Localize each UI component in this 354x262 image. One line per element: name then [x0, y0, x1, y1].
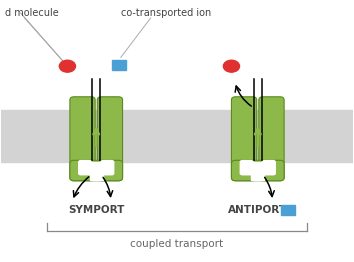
FancyBboxPatch shape — [101, 160, 114, 176]
FancyBboxPatch shape — [70, 97, 95, 181]
Text: ANTIPORT: ANTIPORT — [228, 205, 287, 215]
Text: coupled transport: coupled transport — [130, 239, 224, 249]
Bar — [281, 205, 295, 215]
FancyBboxPatch shape — [97, 97, 122, 181]
Circle shape — [59, 60, 75, 72]
FancyBboxPatch shape — [70, 160, 122, 181]
FancyBboxPatch shape — [240, 160, 253, 176]
FancyBboxPatch shape — [78, 160, 92, 176]
FancyBboxPatch shape — [232, 160, 284, 181]
Bar — [1, 110, 353, 162]
FancyBboxPatch shape — [262, 160, 276, 176]
FancyBboxPatch shape — [259, 97, 284, 181]
Bar — [251, 162, 264, 180]
Text: d molecule: d molecule — [5, 8, 59, 18]
FancyBboxPatch shape — [232, 97, 257, 181]
Text: co-transported ion: co-transported ion — [121, 8, 211, 18]
Text: SYMPORT: SYMPORT — [68, 205, 124, 215]
Circle shape — [223, 60, 240, 72]
Bar — [112, 60, 126, 70]
Bar — [90, 162, 103, 180]
